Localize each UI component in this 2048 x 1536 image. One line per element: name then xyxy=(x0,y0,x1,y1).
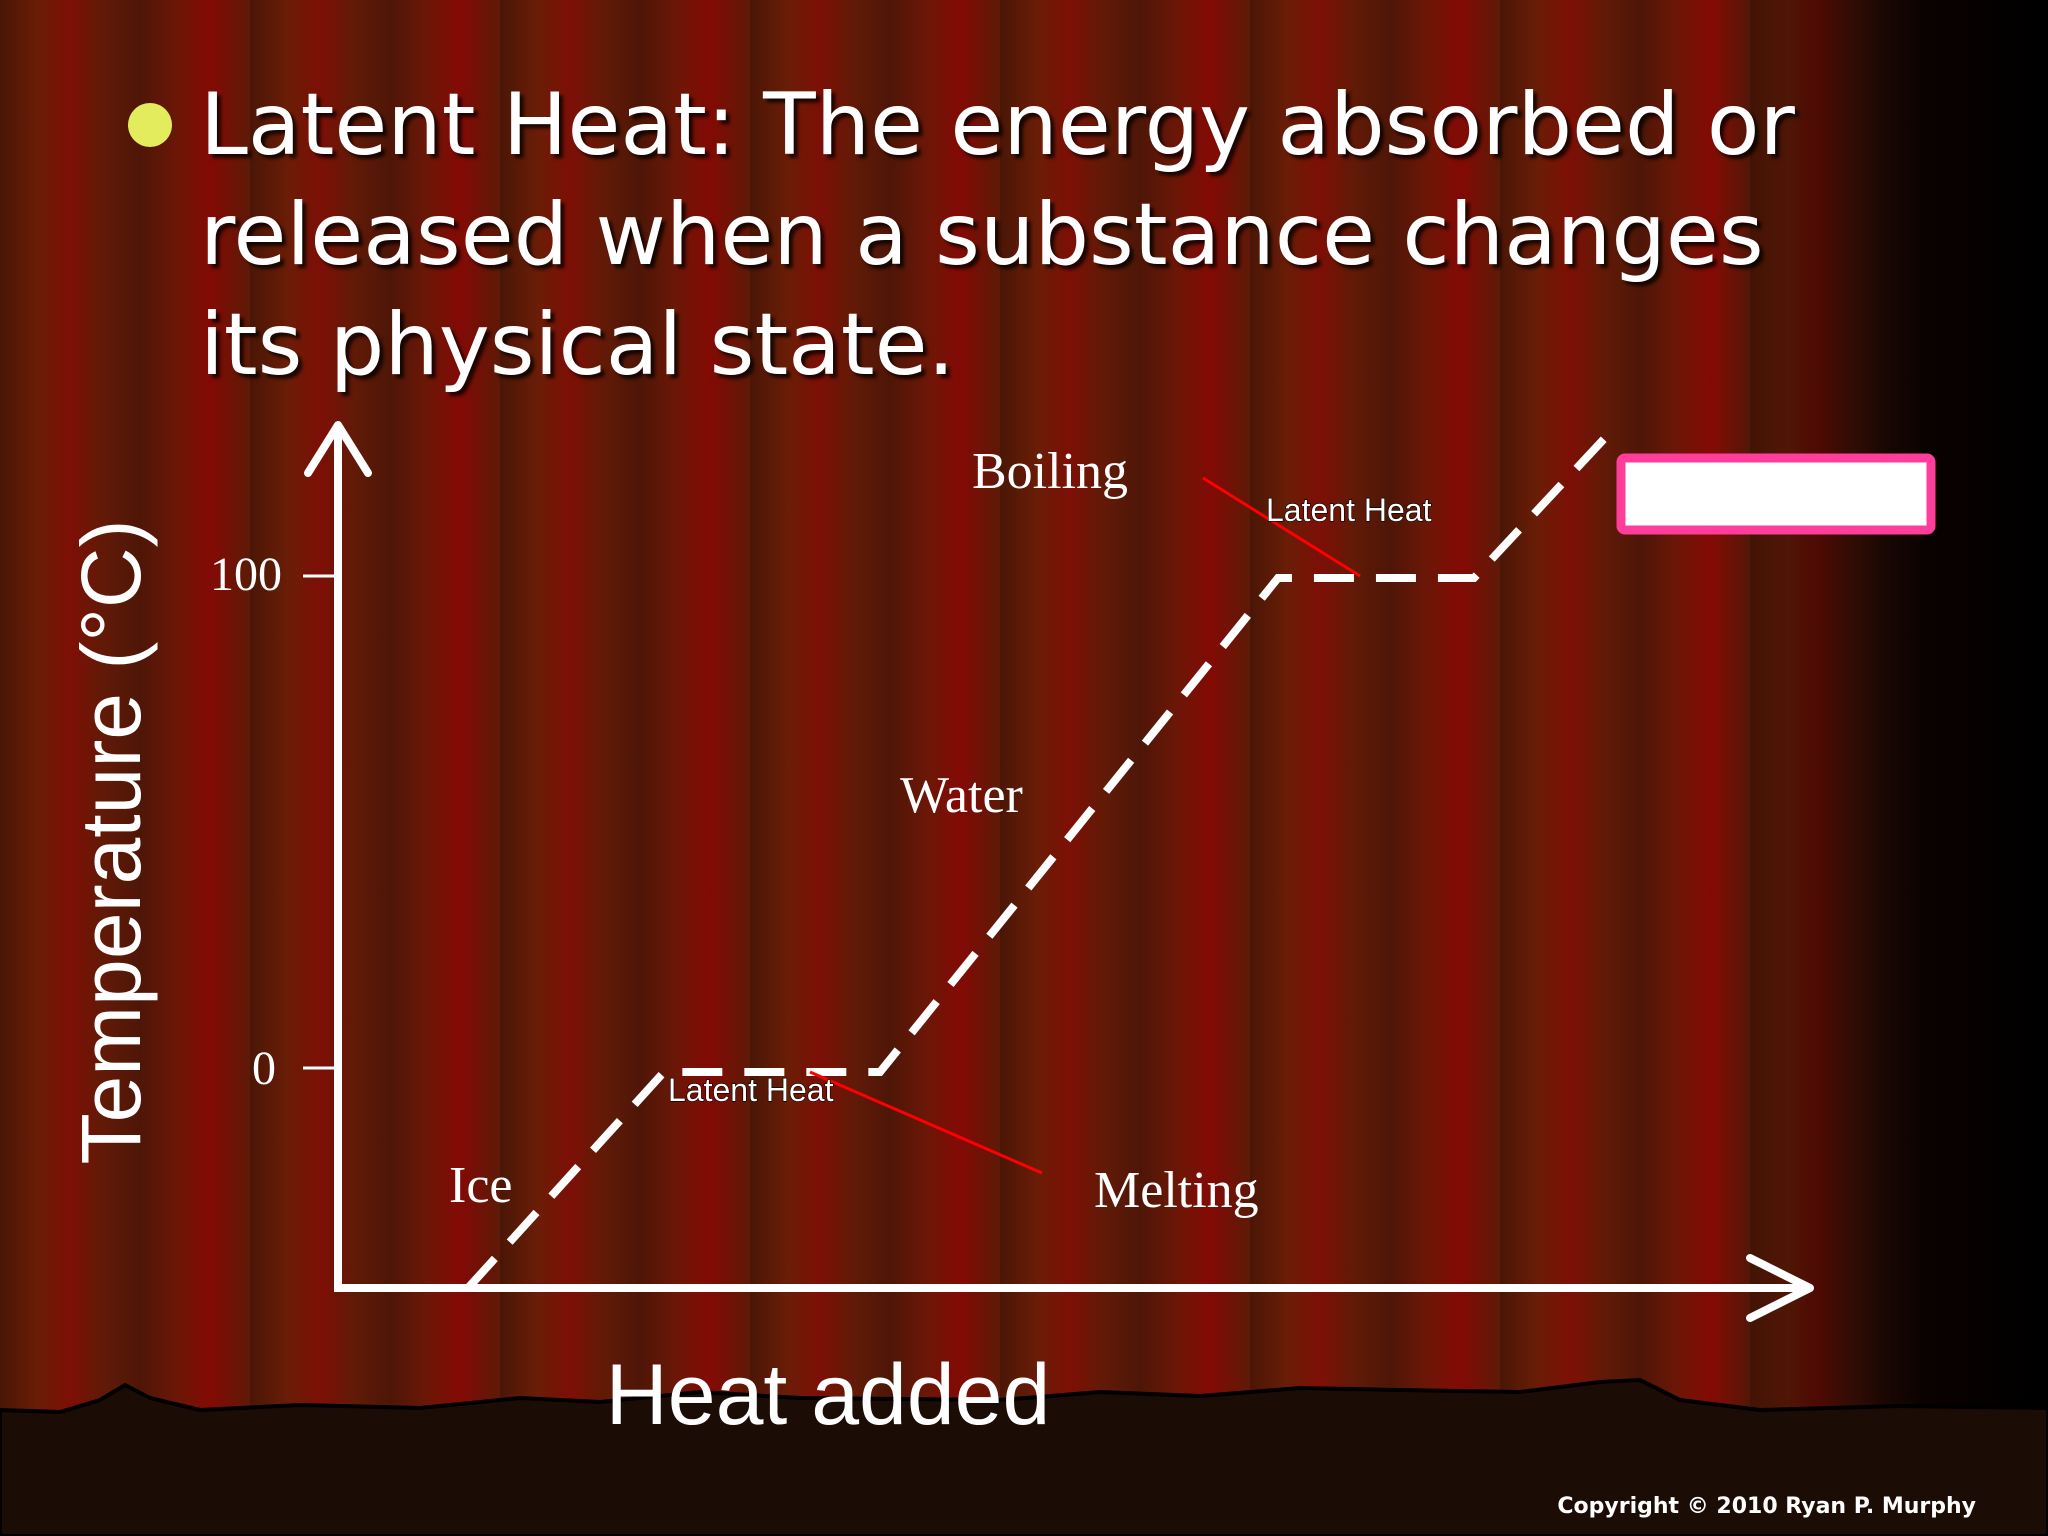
answer-box xyxy=(1616,453,1936,535)
ground-silhouette xyxy=(0,1377,2048,1536)
bullet-dot-icon xyxy=(128,103,172,147)
bullet-text: Latent Heat: The energy absorbed or rele… xyxy=(200,75,1795,395)
tick-label-100: 100 xyxy=(210,548,282,601)
y-axis-arrowhead xyxy=(304,421,372,477)
label-latent-heat-bottom: Latent Heat xyxy=(668,1072,834,1108)
x-axis-arrowhead xyxy=(1746,1254,1814,1322)
melting-pointer xyxy=(809,1070,1043,1175)
y-axis-title: Temperature (°C) xyxy=(64,519,158,1164)
tick-label-0: 0 xyxy=(252,1042,276,1095)
copyright-text: Copyright © 2010 Ryan P. Murphy xyxy=(1557,1494,1976,1519)
label-latent-heat-top: Latent Heat xyxy=(1266,492,1432,528)
label-ice: Ice xyxy=(449,1157,512,1214)
label-water: Water xyxy=(900,767,1023,824)
label-melting: Melting xyxy=(1094,1162,1259,1219)
heating-curve xyxy=(465,421,1621,1291)
boiling-pointer xyxy=(1202,476,1361,578)
label-boiling: Boiling xyxy=(972,443,1128,500)
x-axis-title: Heat added xyxy=(606,1347,1051,1443)
